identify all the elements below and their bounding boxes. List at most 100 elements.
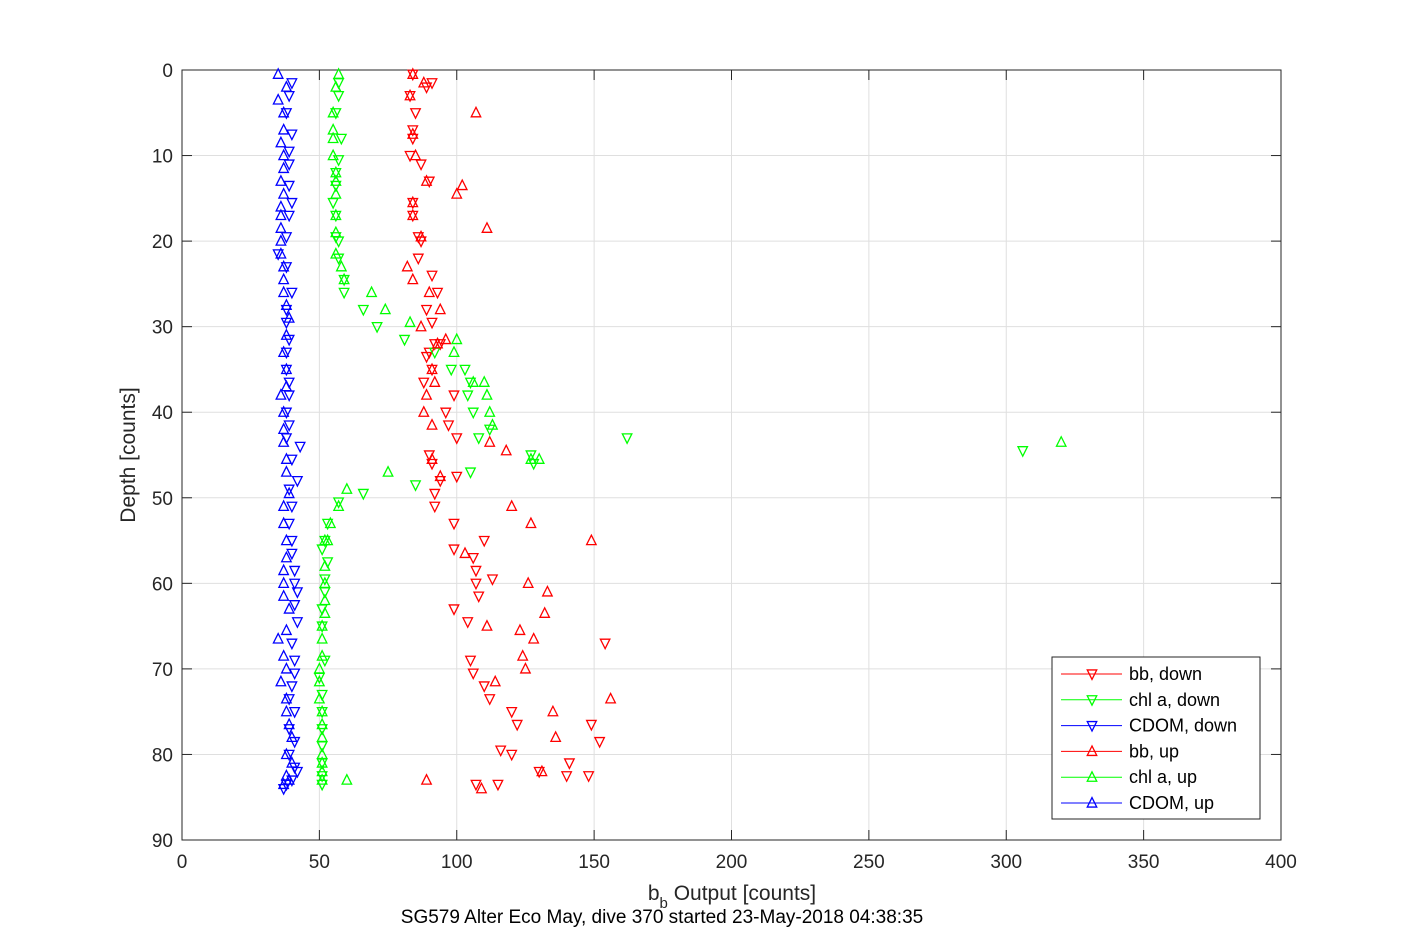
data-point [541, 585, 554, 597]
data-point [338, 287, 350, 300]
data-point [286, 730, 298, 743]
data-point [280, 623, 293, 636]
data-point [283, 749, 295, 762]
data-point [448, 544, 460, 556]
data-point [283, 146, 295, 159]
data-point [313, 662, 326, 674]
data-point [525, 452, 537, 464]
legend-label: CDOM, up [1129, 793, 1214, 813]
data-point [283, 694, 295, 706]
data-point [434, 475, 447, 488]
y-tick-label: 80 [152, 745, 173, 766]
data-point [560, 771, 573, 783]
data-point [277, 576, 290, 589]
data-point [585, 533, 598, 546]
data-point [464, 467, 477, 479]
data-point [272, 249, 284, 261]
data-point [563, 758, 576, 770]
data-point [428, 488, 441, 501]
data-point [341, 773, 353, 785]
x-tick-label: 0 [177, 852, 188, 873]
data-point [426, 418, 438, 430]
data-point [1055, 435, 1068, 447]
data-point [283, 486, 295, 499]
data-point [288, 578, 301, 591]
data-point [398, 334, 411, 347]
data-point [426, 452, 438, 464]
data-point [492, 779, 504, 792]
legend-marker [1086, 770, 1098, 782]
data-point [277, 405, 290, 417]
data-point [280, 379, 293, 392]
data-point [470, 105, 482, 118]
data-point [426, 270, 438, 283]
data-point [277, 161, 290, 174]
data-point [547, 704, 559, 717]
data-point [483, 435, 496, 447]
legend-label: bb, down [1129, 664, 1202, 684]
data-point [275, 388, 287, 400]
y-tick-label: 60 [152, 574, 173, 595]
data-point [522, 576, 534, 589]
data-point [316, 730, 328, 743]
data-point [406, 208, 419, 221]
legend-marker [1086, 669, 1098, 681]
data-point [275, 208, 287, 221]
data-point [420, 304, 433, 317]
data-series [272, 67, 1068, 796]
footer-caption: SG579 Alter Eco May, dive 370 started 23… [401, 907, 923, 928]
data-point [288, 565, 301, 578]
data-point [371, 321, 383, 334]
data-point [286, 548, 298, 561]
data-point [415, 229, 427, 242]
data-point [280, 691, 293, 704]
data-point [456, 178, 469, 191]
legend-marker [1086, 744, 1098, 757]
data-point [280, 80, 293, 92]
data-point [415, 319, 427, 332]
legend: bb, down chl a, down CDOM, down bb, up chl a… [1051, 656, 1261, 820]
data-point [417, 377, 430, 390]
data-point [283, 717, 295, 730]
data-point [585, 719, 598, 732]
data-point [481, 388, 493, 400]
data-point [280, 304, 293, 317]
data-point [283, 311, 295, 323]
data-point [286, 287, 298, 300]
data-point [470, 565, 482, 578]
data-point [481, 221, 493, 233]
data-point [316, 779, 328, 792]
data-point [294, 441, 306, 454]
data-point [533, 766, 545, 779]
data-point [538, 606, 551, 618]
data-point [505, 749, 518, 762]
legend-label: CDOM, down [1129, 716, 1237, 736]
data-point [319, 574, 331, 586]
data-point [280, 550, 293, 563]
y-axis-label: Depth [counts] [117, 387, 140, 522]
data-point [459, 364, 471, 377]
data-point [280, 662, 293, 674]
data-point [321, 518, 334, 531]
data-point [277, 345, 290, 358]
data-point [288, 668, 301, 681]
data-point [286, 501, 298, 514]
data-point [280, 747, 293, 760]
data-point [426, 458, 438, 471]
data-point [275, 135, 287, 148]
data-point [483, 405, 496, 417]
x-tick-label: 150 [578, 852, 610, 873]
data-point [280, 262, 293, 274]
data-point [448, 604, 460, 616]
data-point [406, 125, 419, 137]
data-point [288, 706, 301, 719]
x-axis-label-subscript: b [660, 895, 668, 912]
data-point [288, 655, 301, 668]
data-point [283, 724, 295, 736]
data-point [277, 563, 290, 576]
data-point [319, 593, 331, 606]
data-point [272, 67, 284, 79]
data-point [428, 501, 441, 514]
data-point [467, 375, 480, 387]
y-tick-label: 70 [152, 660, 173, 681]
